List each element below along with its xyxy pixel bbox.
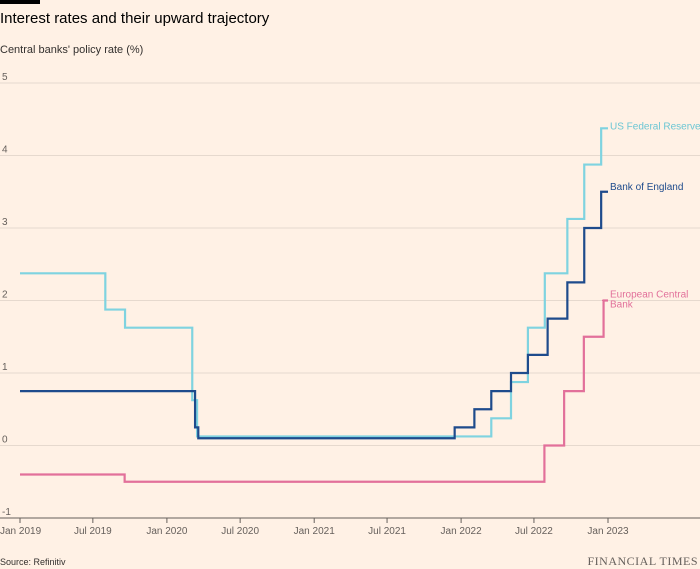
y-tick-label: 4: [2, 145, 8, 156]
series-label: Bank: [610, 300, 634, 311]
series-label: European Central: [610, 290, 688, 301]
series-label: US Federal Reserve: [610, 121, 700, 132]
y-tick-label: 5: [2, 72, 8, 83]
series-line: [20, 190, 608, 440]
series-line: [20, 127, 608, 438]
x-tick-label: Jul 2021: [368, 526, 406, 537]
series-label: Bank of England: [610, 182, 683, 193]
x-tick-label: Jul 2020: [221, 526, 259, 537]
source-note: Source: Refinitiv: [0, 557, 66, 567]
chart-title: Interest rates and their upward trajecto…: [0, 10, 270, 27]
x-tick-label: Jul 2022: [515, 526, 553, 537]
x-tick-label: Jan 2019: [0, 526, 42, 537]
y-tick-label: -1: [2, 507, 11, 518]
x-tick-label: Jan 2021: [294, 526, 336, 537]
ft-brand-logo: FINANCIAL TIMES: [587, 554, 698, 568]
x-tick-label: Jan 2022: [441, 526, 483, 537]
x-tick-label: Jul 2019: [74, 526, 112, 537]
x-tick-label: Jan 2020: [146, 526, 188, 537]
y-tick-label: 0: [2, 435, 8, 446]
brand-topbar: [0, 0, 40, 4]
x-tick-label: Jan 2023: [587, 526, 629, 537]
y-tick-label: 3: [2, 217, 8, 228]
y-tick-label: 1: [2, 362, 8, 373]
y-tick-label: 2: [2, 290, 8, 301]
series-line: [20, 299, 608, 483]
chart-subtitle: Central banks' policy rate (%): [0, 44, 144, 56]
